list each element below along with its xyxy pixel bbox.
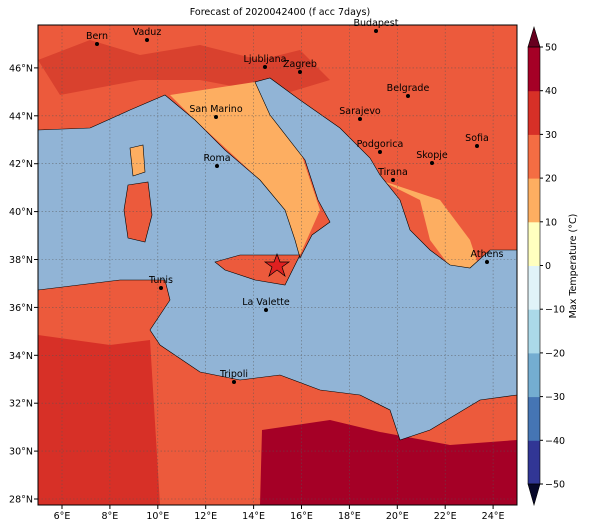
city-label: Skopje <box>416 150 448 161</box>
colorbar-label: Max Temperature (°C) <box>568 214 579 319</box>
graticule <box>38 25 517 505</box>
colorbar-segment <box>528 396 540 441</box>
sahara <box>260 420 517 505</box>
north-africa <box>38 335 160 505</box>
lon-tick-label: 20°E <box>386 511 409 522</box>
lat-tick-label: 46°N <box>9 63 33 74</box>
colorbar-segment <box>528 134 540 179</box>
colorbar-extend-bottom <box>527 483 541 507</box>
colorbar-segment <box>528 309 540 354</box>
lat-tick-label: 32°N <box>9 399 33 410</box>
colorbar-tick-label: 30 <box>545 130 557 141</box>
lon-tick-label: 14°E <box>242 511 265 522</box>
city-dot <box>378 150 382 154</box>
city-label: Zagreb <box>283 59 317 70</box>
colorbar-tick-label: 50 <box>545 43 557 54</box>
lon-tick-label: 18°E <box>338 511 361 522</box>
lat-tick-label: 40°N <box>9 207 33 218</box>
city-dot <box>358 117 362 121</box>
city-dot <box>391 178 395 182</box>
colorbar-tick-label: −50 <box>545 480 565 491</box>
lon-tick-label: 22°E <box>434 511 457 522</box>
city-label: La Valette <box>242 297 290 308</box>
lon-tick-label: 24°E <box>482 511 505 522</box>
map <box>38 25 517 505</box>
lat-tick-label: 34°N <box>9 351 33 362</box>
city-dot <box>145 38 149 42</box>
colorbar-segment <box>528 178 540 223</box>
colorbar-segment <box>528 440 540 485</box>
colorbar-tick-label: −30 <box>545 392 565 403</box>
city-dot <box>263 65 267 69</box>
city-label: Podgorica <box>357 139 404 150</box>
lat-tick-label: 28°N <box>9 495 33 506</box>
colorbar-tick-label: 0 <box>545 261 551 272</box>
city-label: Sarajevo <box>339 106 381 117</box>
map-frame <box>37 24 518 506</box>
city-label: Roma <box>203 153 230 164</box>
colorbar-tick-label: −40 <box>545 436 565 447</box>
lon-tick-label: 6°E <box>54 511 71 522</box>
city-dot <box>215 164 219 168</box>
city-label: Athens <box>471 249 504 260</box>
star-marker <box>263 253 291 277</box>
lon-tick-label: 16°E <box>290 511 313 522</box>
lat-tick-label: 44°N <box>9 111 33 122</box>
city-dot <box>264 308 268 312</box>
lat-tick-label: 38°N <box>9 255 33 266</box>
colorbar-extend-top <box>527 25 541 48</box>
colorbar-tick-label: 20 <box>545 174 557 185</box>
city-label: Budapest <box>354 18 399 29</box>
city-dot <box>374 29 378 33</box>
city-dot <box>475 144 479 148</box>
city-label: Belgrade <box>387 83 430 94</box>
lat-tick-label: 42°N <box>9 159 33 170</box>
colorbar-segment <box>528 265 540 310</box>
colorbar-tick-label: 40 <box>545 86 557 97</box>
city-dot <box>232 380 236 384</box>
colorbar-tick-label: −20 <box>545 348 565 359</box>
lat-tick-label: 36°N <box>9 303 33 314</box>
colorbar-segment <box>528 221 540 266</box>
colorbar-tick-label: 10 <box>545 217 557 228</box>
city-dot <box>298 70 302 74</box>
city-dot <box>159 286 163 290</box>
city-dot <box>485 260 489 264</box>
colorbar-segment <box>528 90 540 135</box>
city-dot <box>406 94 410 98</box>
lon-tick-label: 12°E <box>194 511 217 522</box>
city-label: Sofia <box>465 133 489 144</box>
sardinia <box>123 181 153 243</box>
colorbar-segment <box>528 352 540 398</box>
city-dot <box>430 161 434 165</box>
city-label: Tripoli <box>219 369 248 380</box>
city-label: San Marino <box>189 104 242 115</box>
colorbar-segment <box>528 47 540 92</box>
city-dot <box>214 115 218 119</box>
colorbar: −50 −40 −30 −20 −10 0 10 20 30 40 50 <box>527 25 565 507</box>
colorbar-tick-label: −10 <box>545 305 565 316</box>
lat-tick-label: 30°N <box>9 447 33 458</box>
city-label: Bern <box>86 31 108 42</box>
city-dot <box>95 42 99 46</box>
city-label: Tirana <box>377 167 408 178</box>
city-label: Ljubljana <box>244 54 287 65</box>
corsica <box>129 144 146 177</box>
lon-tick-label: 8°E <box>102 511 119 522</box>
city-label: Vaduz <box>133 27 162 38</box>
lon-tick-label: 10°E <box>146 511 169 522</box>
city-label: Tunis <box>148 275 173 286</box>
title: Forecast of 2020042400 (f acc 7days) <box>190 7 370 18</box>
